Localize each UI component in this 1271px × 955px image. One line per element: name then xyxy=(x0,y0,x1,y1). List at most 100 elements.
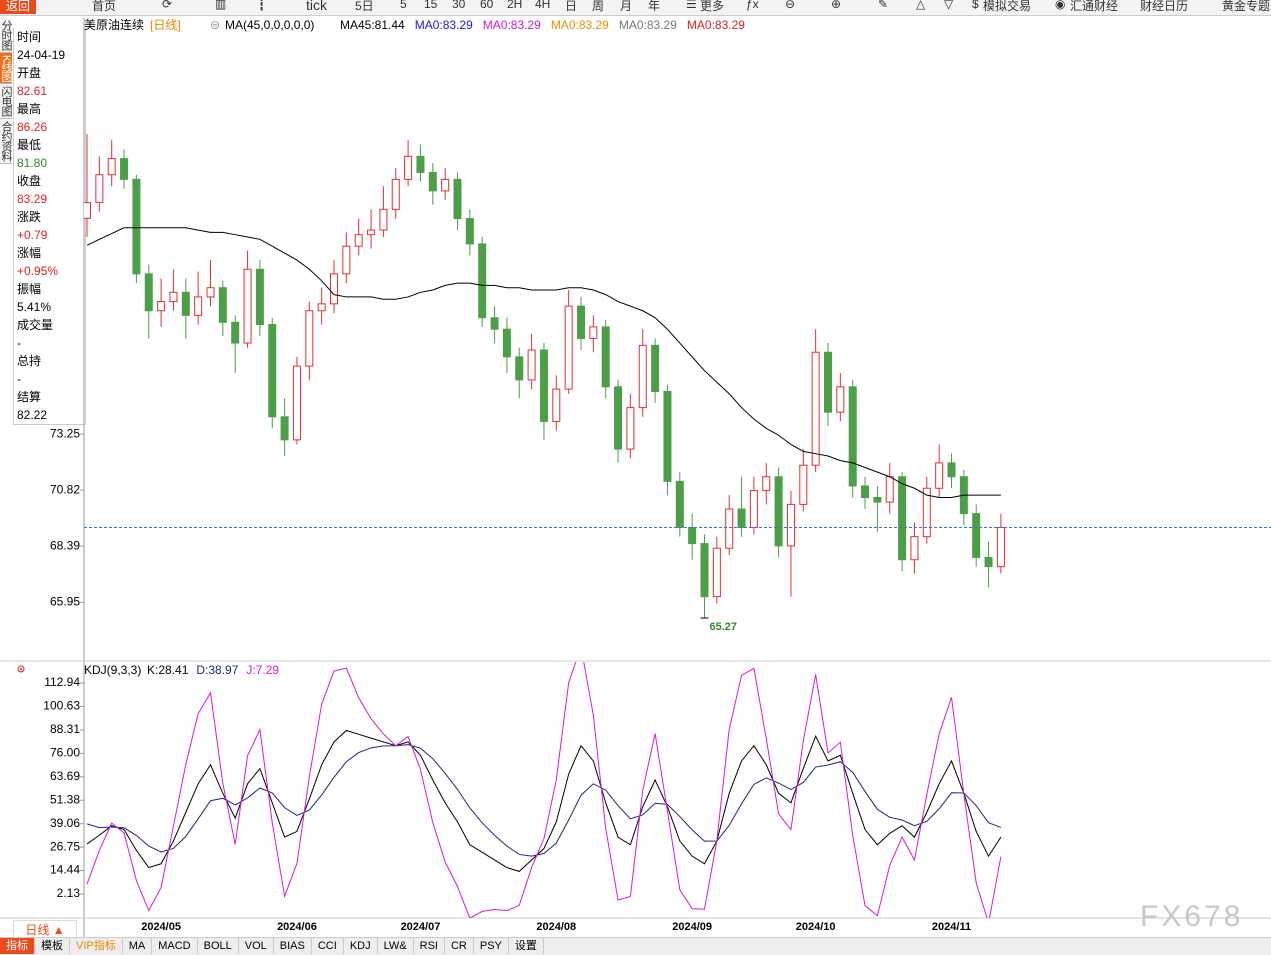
y-tick-label: 2.13 xyxy=(57,886,81,900)
x-tick-label: 2024/07 xyxy=(401,921,441,933)
candle-body xyxy=(466,219,473,244)
candle-body xyxy=(849,387,856,486)
candle-body xyxy=(417,156,424,172)
candle-body xyxy=(787,504,794,545)
indicator-line xyxy=(87,647,1001,923)
candle-body xyxy=(182,292,189,315)
candle-body xyxy=(368,230,375,235)
indicator-line xyxy=(87,730,1001,871)
candle-body xyxy=(293,366,300,440)
kdj-settings-icon[interactable] xyxy=(18,666,24,672)
legend-entry: J:7.29 xyxy=(246,663,279,677)
candle-body xyxy=(899,477,906,560)
x-tick-label: 2024/05 xyxy=(141,921,181,933)
candle-body xyxy=(775,477,782,546)
candle-body xyxy=(355,235,362,247)
candle-body xyxy=(713,548,720,596)
candle-body xyxy=(121,159,128,180)
candle-body xyxy=(145,274,152,311)
y-tick-label: 70.82 xyxy=(50,482,80,496)
y-tick-label: 112.94 xyxy=(44,675,80,689)
indicator-tab[interactable]: VIP指标 xyxy=(70,938,123,954)
price-plot xyxy=(84,134,1271,618)
candle-body xyxy=(565,306,572,389)
y-tick-label: 100.63 xyxy=(43,699,80,713)
indicator-tab[interactable]: MACD xyxy=(152,938,197,954)
ma-label: MA0:83.29 xyxy=(483,18,541,32)
legend-entry: K:28.41 xyxy=(147,663,189,677)
indicator-tab[interactable]: KDJ xyxy=(344,938,378,954)
indicator-tab[interactable]: LW& xyxy=(378,938,414,954)
x-tick-label: 2024/08 xyxy=(536,921,576,933)
indicator-tab[interactable]: 设置 xyxy=(509,938,544,954)
y-tick-label: 73.25 xyxy=(50,426,80,440)
x-tick-label: 2024/06 xyxy=(277,921,317,933)
candle-body xyxy=(837,387,844,412)
candle-body xyxy=(553,389,560,421)
candle-body xyxy=(763,477,770,491)
candle-body xyxy=(84,203,91,219)
candle-body xyxy=(158,302,165,311)
candle-body xyxy=(997,527,1004,566)
candle-body xyxy=(318,304,325,311)
candle-body xyxy=(306,311,313,366)
indicator-tab[interactable]: MA xyxy=(123,938,153,954)
candle-body xyxy=(540,350,547,421)
candle-body xyxy=(516,357,523,380)
legend-entry: D:38.97 xyxy=(196,663,238,677)
candle-body xyxy=(590,327,597,339)
indicator-title: KDJ(9,3,3) xyxy=(84,663,141,677)
indicator-tab[interactable]: RSI xyxy=(414,938,445,954)
indicator-tab[interactable]: CR xyxy=(445,938,474,954)
indicator-tab[interactable]: 指标 xyxy=(0,938,35,954)
x-tick-label: 2024/11 xyxy=(932,921,971,933)
settings-icon[interactable]: ⊜ xyxy=(210,18,220,32)
candle-body xyxy=(615,387,622,449)
watermark: FX678 xyxy=(1140,900,1243,933)
candle-body xyxy=(985,557,992,566)
candle-body xyxy=(454,179,461,218)
candle-body xyxy=(195,297,202,315)
candle-body xyxy=(108,159,115,175)
y-tick-label: 39.06 xyxy=(50,816,80,830)
candle-body xyxy=(812,352,819,465)
candle-body xyxy=(800,465,807,504)
y-tick-label: 65.95 xyxy=(50,595,80,609)
indicator-tab[interactable]: VOL xyxy=(239,938,274,954)
y-tick-label: 68.39 xyxy=(50,538,80,552)
period-selector[interactable]: 日线 ▲ xyxy=(13,920,77,938)
ma-label: MA45:81.44 xyxy=(340,18,405,32)
ma-label: MA0:83.29 xyxy=(687,18,745,32)
candle-body xyxy=(689,527,696,543)
candle-body xyxy=(948,463,955,477)
candle-body xyxy=(578,306,585,338)
indicator-tab[interactable]: BOLL xyxy=(198,938,239,954)
indicator-tab[interactable]: 模板 xyxy=(35,938,70,954)
x-tick-label: 2024/10 xyxy=(796,921,836,933)
candle-body xyxy=(973,514,980,558)
candle-body xyxy=(479,244,486,318)
candle-body xyxy=(219,288,226,323)
ma-params: MA(45,0,0,0,0,0) xyxy=(225,18,314,32)
candle-body xyxy=(170,292,177,301)
indicator-tab[interactable]: BIAS xyxy=(274,938,312,954)
candle-body xyxy=(331,274,338,304)
candle-body xyxy=(429,172,436,190)
ma-label: MA0:83.29 xyxy=(415,18,473,32)
candle-body xyxy=(862,486,869,498)
candle-body xyxy=(627,408,634,449)
candle-body xyxy=(405,156,412,179)
indicator-tab[interactable]: PSY xyxy=(474,938,509,954)
y-tick-label: 26.75 xyxy=(50,839,80,853)
candle-body xyxy=(639,345,646,407)
candle-body xyxy=(602,327,609,387)
candle-body xyxy=(911,537,918,560)
candle-body xyxy=(343,246,350,274)
candle-body xyxy=(133,179,140,274)
indicator-tab[interactable]: CCI xyxy=(312,938,344,954)
candle-body xyxy=(676,481,683,527)
candle-body xyxy=(664,391,671,481)
ma-label: MA0:83.29 xyxy=(551,18,609,32)
